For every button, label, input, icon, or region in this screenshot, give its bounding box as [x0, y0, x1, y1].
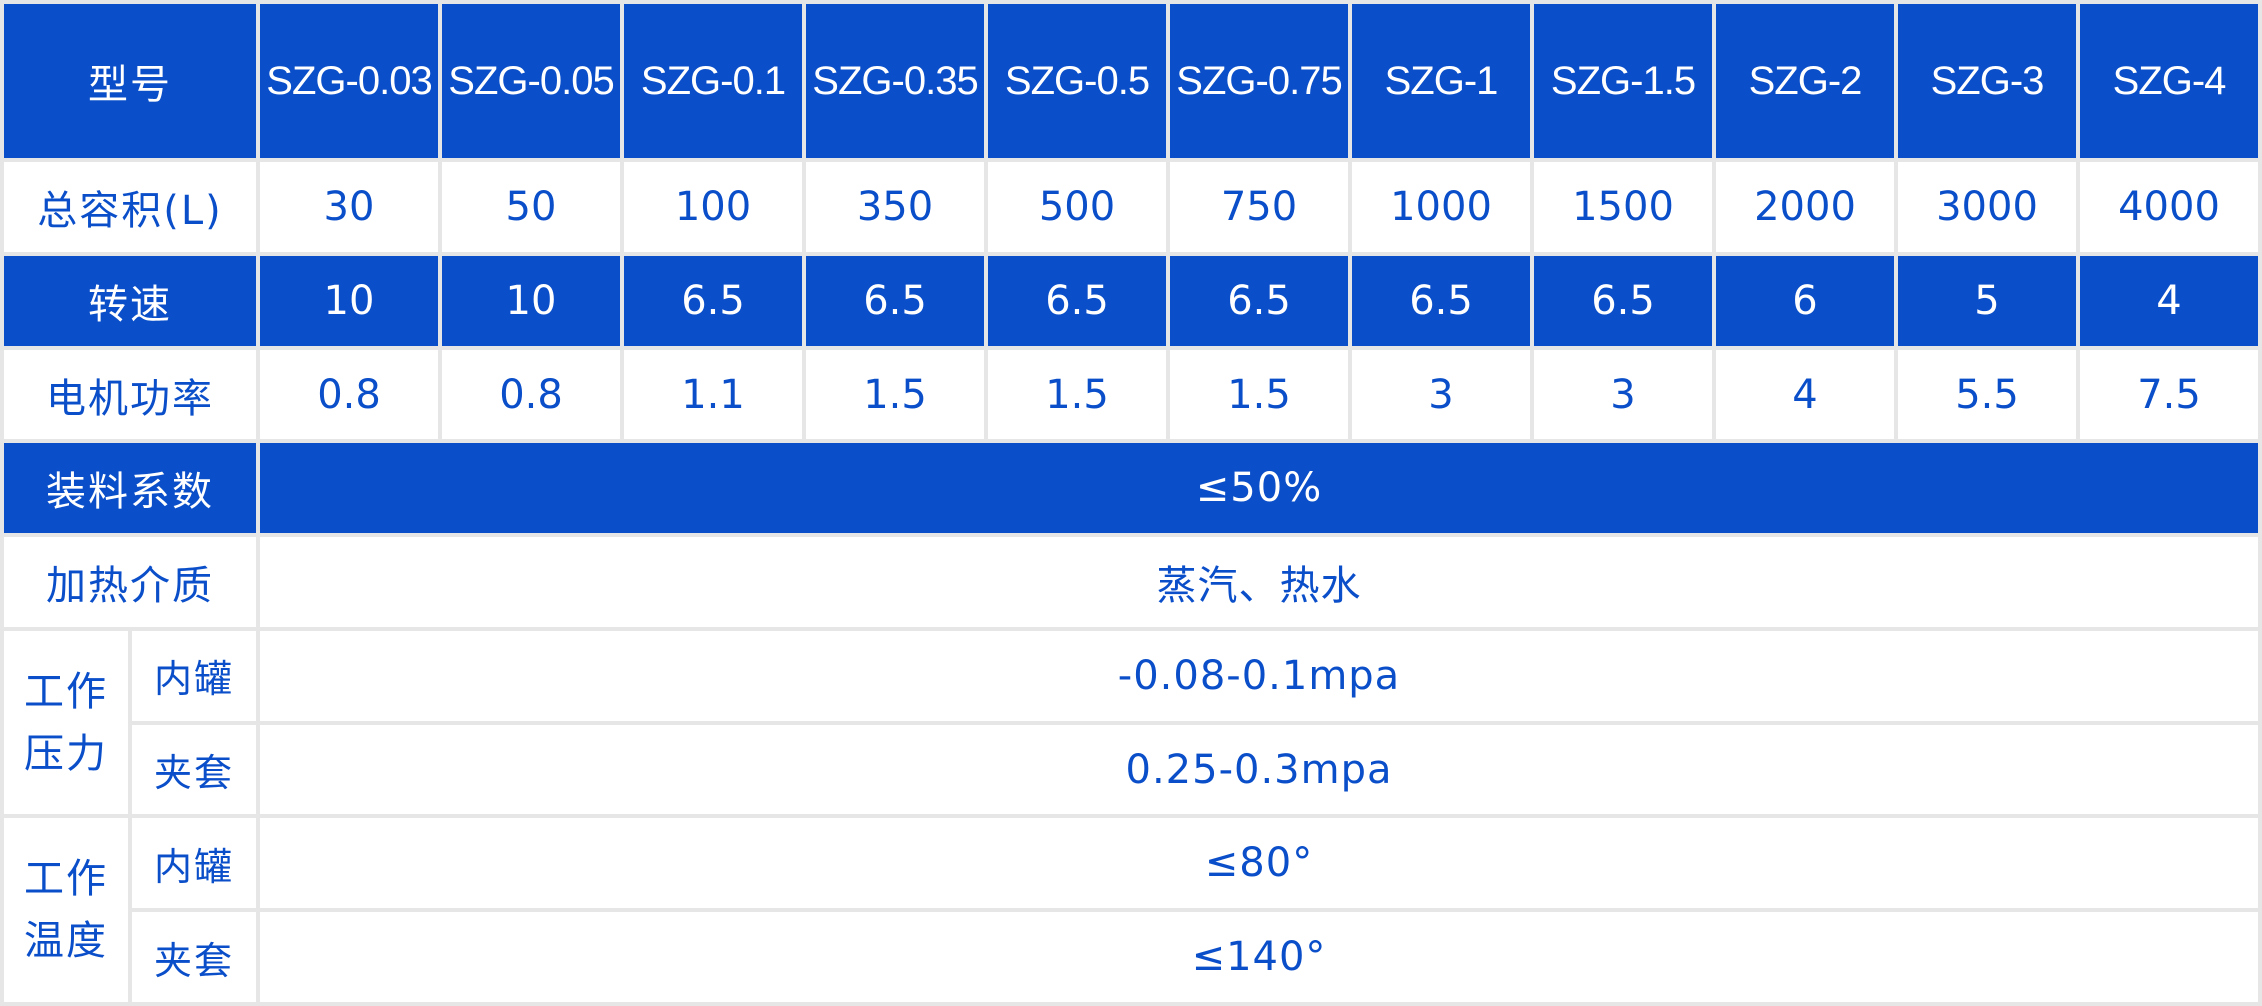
- temperature-label: 工作 温度: [4, 818, 128, 1002]
- power-value: 5.5: [1898, 349, 2076, 440]
- volume-label: 总容积(L): [4, 162, 256, 253]
- pressure-label-line2: 压力: [24, 730, 108, 777]
- power-value: 1.5: [806, 349, 984, 440]
- speed-value: 6.5: [988, 256, 1166, 346]
- volume-value: 4000: [2080, 162, 2258, 253]
- volume-value: 3000: [1898, 162, 2076, 253]
- volume-value: 1500: [1534, 162, 1712, 253]
- pressure-inner-label: 内罐: [132, 630, 256, 721]
- temperature-label-line1: 工作: [24, 856, 108, 903]
- volume-value: 750: [1170, 162, 1348, 253]
- volume-value: 350: [806, 162, 984, 253]
- speed-value: 6.5: [624, 256, 802, 346]
- model-name: SZG-0.5: [988, 4, 1166, 159]
- model-name: SZG-3: [1898, 4, 2076, 159]
- model-name: SZG-0.05: [442, 4, 620, 159]
- volume-row: 总容积(L) 30 50 100 350 500 750 1000 1500 2…: [4, 162, 2258, 253]
- power-value: 4: [1716, 349, 1894, 440]
- temperature-jacket-label: 夹套: [132, 912, 256, 1002]
- power-value: 0.8: [260, 349, 438, 440]
- volume-value: 50: [442, 162, 620, 253]
- volume-value: 1000: [1352, 162, 1530, 253]
- model-name: SZG-0.75: [1170, 4, 1348, 159]
- speed-value: 6.5: [1352, 256, 1530, 346]
- pressure-inner-value: -0.08-0.1mpa: [260, 630, 2258, 721]
- model-label: 型号: [4, 4, 256, 159]
- model-row: 型号 SZG-0.03 SZG-0.05 SZG-0.1 SZG-0.35 SZ…: [4, 4, 2258, 159]
- power-label: 电机功率: [4, 349, 256, 440]
- power-value: 1.5: [1170, 349, 1348, 440]
- temperature-jacket-row: 夹套 ≤140°: [4, 912, 2258, 1002]
- pressure-jacket-label: 夹套: [132, 724, 256, 815]
- heating-value: 蒸汽、热水: [260, 537, 2258, 627]
- model-name: SZG-1.5: [1534, 4, 1712, 159]
- loading-value: ≤50%: [260, 443, 2258, 534]
- temperature-inner-row: 工作 温度 内罐 ≤80°: [4, 818, 2258, 1002]
- volume-value: 2000: [1716, 162, 1894, 253]
- speed-value: 4: [2080, 256, 2258, 346]
- pressure-inner-row: 工作 压力 内罐 -0.08-0.1mpa: [4, 630, 2258, 815]
- power-value: 3: [1352, 349, 1530, 440]
- model-name: SZG-0.35: [806, 4, 984, 159]
- model-name: SZG-0.03: [260, 4, 438, 159]
- speed-value: 5: [1898, 256, 2076, 346]
- power-value: 0.8: [442, 349, 620, 440]
- temperature-inner-value: ≤80°: [260, 818, 2258, 909]
- loading-label: 装料系数: [4, 443, 256, 534]
- speed-value: 6.5: [1170, 256, 1348, 346]
- loading-row: 装料系数 ≤50%: [4, 443, 2258, 534]
- speed-value: 10: [260, 256, 438, 346]
- model-name: SZG-1: [1352, 4, 1530, 159]
- volume-value: 30: [260, 162, 438, 253]
- speed-label: 转速: [4, 256, 256, 346]
- temperature-jacket-value: ≤140°: [260, 912, 2258, 1002]
- pressure-jacket-row: 夹套 0.25-0.3mpa: [4, 724, 2258, 815]
- speed-value: 10: [442, 256, 620, 346]
- temperature-label-line2: 温度: [24, 918, 108, 965]
- pressure-label-line1: 工作: [24, 668, 108, 715]
- speed-value: 6.5: [1534, 256, 1712, 346]
- speed-value: 6.5: [806, 256, 984, 346]
- heating-row: 加热介质 蒸汽、热水: [4, 537, 2258, 627]
- power-value: 1.5: [988, 349, 1166, 440]
- volume-value: 100: [624, 162, 802, 253]
- power-value: 3: [1534, 349, 1712, 440]
- power-row: 电机功率 0.8 0.8 1.1 1.5 1.5 1.5 3 3 4 5.5 7…: [4, 349, 2258, 440]
- volume-value: 500: [988, 162, 1166, 253]
- power-value: 7.5: [2080, 349, 2258, 440]
- power-value: 1.1: [624, 349, 802, 440]
- heating-label: 加热介质: [4, 537, 256, 627]
- speed-row: 转速 10 10 6.5 6.5 6.5 6.5 6.5 6.5 6 5 4: [4, 256, 2258, 346]
- temperature-inner-label: 内罐: [132, 818, 256, 909]
- model-name: SZG-2: [1716, 4, 1894, 159]
- pressure-jacket-value: 0.25-0.3mpa: [260, 724, 2258, 815]
- model-name: SZG-4: [2080, 4, 2258, 159]
- speed-value: 6: [1716, 256, 1894, 346]
- model-name: SZG-0.1: [624, 4, 802, 159]
- pressure-label: 工作 压力: [4, 630, 128, 815]
